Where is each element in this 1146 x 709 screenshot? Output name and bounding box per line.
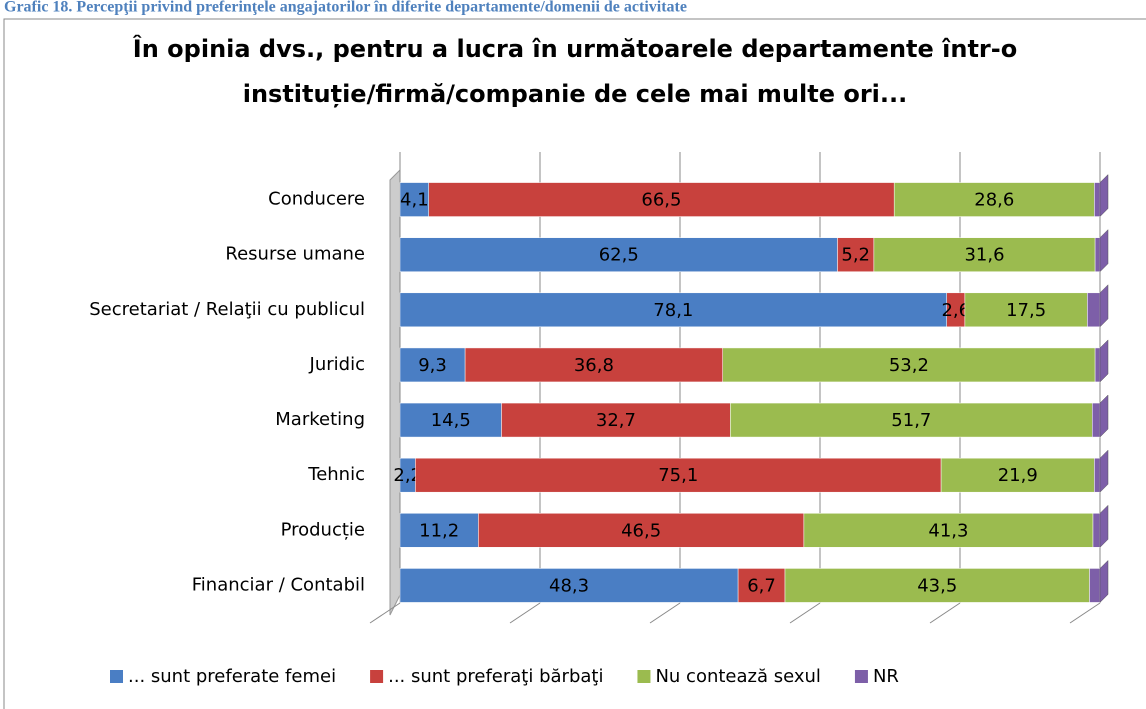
chart-title: În opinia dvs., pentru a lucra în următo…	[133, 34, 1017, 108]
bar-segment	[722, 347, 1096, 383]
bar-segment	[428, 182, 895, 217]
bar-segment	[893, 182, 1095, 217]
bar-cap	[1099, 394, 1109, 438]
bar-cap	[1099, 229, 1109, 273]
bar-segment	[399, 292, 947, 328]
data-label: 62,5	[599, 245, 639, 266]
bar-segment	[873, 237, 1096, 272]
bar-cap	[1099, 559, 1109, 604]
bar-cap	[1099, 504, 1109, 548]
bar-segment	[737, 568, 786, 603]
caption: Grafic 18. Percepţii privind preferinţel…	[4, 0, 687, 16]
data-label: 43,5	[917, 575, 957, 596]
bar-segment	[940, 457, 1095, 493]
grid-line-floor	[929, 602, 961, 624]
bar-cap	[1099, 339, 1109, 383]
data-label: 5,2	[841, 245, 870, 266]
grid-line-floor	[649, 602, 681, 624]
data-label: 51,7	[891, 410, 931, 431]
bar-segment	[1094, 182, 1101, 217]
category-label: Juridic	[309, 354, 365, 375]
category-label: Tehnic	[307, 464, 365, 485]
bar-cap	[1099, 284, 1109, 328]
category-label: Producție	[281, 519, 365, 540]
legend-swatch	[370, 670, 384, 683]
bar-segment	[1094, 237, 1101, 272]
legend-swatch	[637, 670, 651, 683]
bar-segment	[837, 237, 875, 272]
data-label: 14,5	[431, 410, 471, 431]
data-label: 32,7	[596, 410, 636, 431]
bar-segment	[1094, 457, 1101, 493]
bar-segment	[964, 292, 1088, 328]
data-label: 21,9	[998, 465, 1038, 486]
data-label: 41,3	[928, 520, 968, 541]
data-label: 36,8	[574, 355, 614, 376]
bar-segment	[1092, 513, 1101, 548]
data-label: 6,7	[747, 575, 776, 596]
category-label: Resurse umane	[225, 244, 365, 265]
bar-segment	[1087, 292, 1101, 328]
category-label: Financiar / Contabil	[192, 574, 365, 595]
bar-segment	[803, 513, 1094, 548]
legend-label: Nu contează sexul	[655, 666, 820, 687]
legend-swatch	[854, 670, 868, 683]
bar-segment	[730, 402, 1093, 438]
grid-line-floor	[789, 602, 821, 624]
data-label: 28,6	[974, 190, 1014, 211]
bar-cap	[1099, 449, 1109, 493]
grid-line-floor	[1069, 602, 1101, 624]
data-label: 78,1	[653, 300, 693, 321]
data-label: 48,3	[549, 575, 589, 596]
category-label: Marketing	[275, 409, 365, 430]
bar-segment	[399, 182, 429, 217]
data-label: 53,2	[889, 355, 929, 376]
bar-segment	[415, 457, 942, 493]
data-label: 31,6	[964, 245, 1004, 266]
bar-segment	[1094, 347, 1101, 383]
grid-line-floor	[369, 602, 401, 624]
side-wall	[389, 168, 401, 616]
bar-segment	[784, 568, 1090, 603]
bar-segment	[478, 513, 805, 548]
bar-segment	[399, 237, 838, 272]
bar-segment	[399, 402, 502, 438]
bar-segment	[1089, 568, 1101, 603]
data-label: 11,2	[419, 520, 459, 541]
grid-line-floor	[509, 602, 541, 624]
legend-swatch	[110, 670, 123, 683]
data-label: 17,5	[1006, 300, 1046, 321]
bar-segment	[1092, 402, 1101, 438]
bar-segment	[399, 347, 466, 383]
category-label: Conducere	[268, 189, 365, 210]
data-label: 4,1	[400, 190, 429, 211]
data-label: 66,5	[641, 190, 681, 211]
data-label: 75,1	[658, 465, 698, 486]
legend-label: ... sunt preferaţi bărbaţi	[388, 666, 603, 687]
data-label: 46,5	[621, 520, 661, 541]
bar-segment	[501, 402, 731, 438]
data-label: 2,6	[941, 300, 970, 321]
legend-label: NR	[873, 666, 899, 687]
category-label: Secretariat / Relaţii cu publicul	[89, 299, 365, 320]
legend-label: ... sunt preferate femei	[128, 666, 336, 687]
data-label: 9,3	[418, 355, 447, 376]
bar-segment	[399, 568, 739, 603]
data-label: 2,2	[393, 465, 422, 486]
bar-segment	[399, 513, 479, 548]
bar-cap	[1099, 173, 1109, 218]
